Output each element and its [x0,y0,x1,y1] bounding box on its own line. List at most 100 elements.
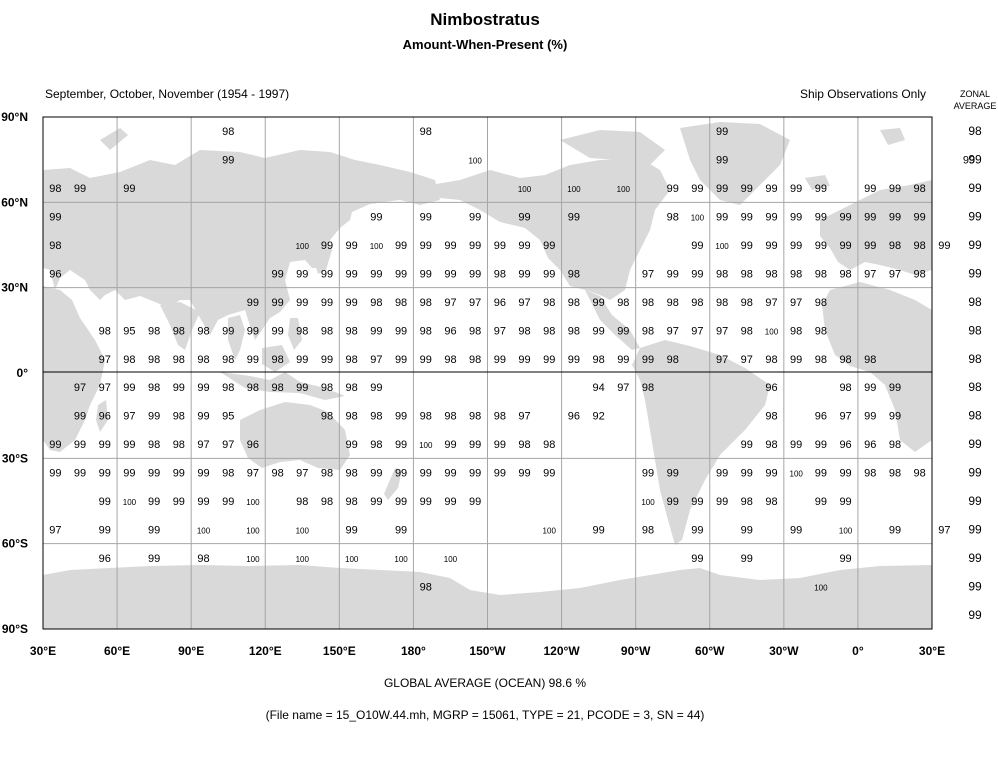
cell-value: 99 [790,439,802,451]
cell-value: 99 [889,382,901,394]
cell-value: 98 [642,325,654,337]
cell-value: 99 [741,183,753,195]
cell-value: 99 [741,553,753,565]
cell-value: 99 [815,240,827,252]
cell-value: 100 [765,327,779,336]
cell-value: 99 [593,297,605,309]
cell-value: 96 [568,411,580,423]
cell-value: 100 [543,526,557,535]
cell-value: 98 [593,354,605,366]
cell-value: 99 [247,297,259,309]
cell-value: 100 [246,555,260,564]
cell-value: 97 [716,354,728,366]
cell-value: 99 [839,240,851,252]
cell-value: 98 [395,297,407,309]
land-australia [240,402,350,470]
cell-value: 98 [716,297,728,309]
cell-value: 99 [765,183,777,195]
cell-value: 97 [642,268,654,280]
cell-value: 98 [716,268,728,280]
cell-value: 99 [642,354,654,366]
cell-value: 99 [321,297,333,309]
cell-value: 98 [420,126,432,138]
cell-value: 94 [593,382,605,394]
zonal-average-header: ZONAL AVERAGE [953,89,997,111]
land-africa-west [822,282,932,452]
zonal-average-value: 98 [968,295,982,309]
cell-value: 99 [148,411,160,423]
cell-value: 97 [296,468,308,480]
cell-value: 99 [765,212,777,224]
cell-value: 99 [395,354,407,366]
cell-value: 99 [716,496,728,508]
land-central-america [585,290,640,350]
cell-value: 98 [914,183,926,195]
longitude-label: 120°W [544,644,581,658]
cell-value: 96 [247,439,259,451]
cell-value: 97 [938,524,950,536]
cell-value: 99 [197,496,209,508]
cell-value: 98 [296,325,308,337]
cell-value: 99 [765,240,777,252]
cell-values: 98 98 99 99 100 99 99 98 99 98 99 99 98 99 99 100 100 100… [49,126,975,593]
cell-value: 99 [444,240,456,252]
land-japan [314,236,332,274]
cell-value: 99 [568,354,580,366]
cell-value: 98 [321,325,333,337]
land-north-america [430,158,670,300]
cell-value: 97 [469,297,481,309]
cell-value: 97 [617,382,629,394]
land-eurasia [43,150,440,340]
land-greenland [680,122,790,205]
longitude-label: 150°E [323,644,356,658]
cell-value: 100 [444,555,458,564]
cell-value: 98 [271,382,283,394]
cell-value: 99 [420,468,432,480]
cell-value: 99 [296,382,308,394]
cell-value: 99 [543,468,555,480]
cell-value: 99 [74,439,86,451]
zonal-average-value: 99 [968,579,982,593]
cell-value: 98 [839,382,851,394]
cell-value: 97 [99,354,111,366]
cell-value: 97 [889,268,901,280]
zonal-average-value: 99 [968,266,982,280]
longitude-label: 30°W [769,644,799,658]
latitude-label: 90°N [1,110,28,124]
cell-value: 99 [889,524,901,536]
cell-value: 98 [815,297,827,309]
cell-value: 98 [370,439,382,451]
cell-value: 100 [419,441,433,450]
cell-value: 99 [123,468,135,480]
cell-value: 99 [148,553,160,565]
cell-value: 99 [790,212,802,224]
cell-value: 99 [889,411,901,423]
zonal-average-value: 98 [968,124,982,138]
cell-value: 99 [370,212,382,224]
cell-value: 99 [321,354,333,366]
cell-value: 92 [593,411,605,423]
zonal-average-value: 99 [968,437,982,451]
cell-value: 99 [49,468,61,480]
observation-note: Ship Observations Only [799,87,926,101]
cell-value: 99 [197,382,209,394]
cell-value: 99 [667,268,679,280]
cell-value: 95 [222,411,234,423]
cell-value: 98 [173,354,185,366]
cell-value: 100 [246,526,260,535]
cell-value: 98 [49,240,61,252]
longitude-label: 90°W [621,644,651,658]
cell-value: 97 [765,297,777,309]
cell-value: 99 [815,212,827,224]
cell-value: 99 [543,268,555,280]
cell-value: 98 [222,126,234,138]
cell-value: 96 [49,268,61,280]
latitude-labels: 90°N 60°N 30°N 0° 30°S 60°S 90°S [1,110,28,636]
cell-value: 98 [173,325,185,337]
land-philippines [288,318,302,350]
cell-value: 99 [741,212,753,224]
cell-value: 99 [494,240,506,252]
zonal-average-value: 99 [968,551,982,565]
cell-value: 98 [247,382,259,394]
cell-value: 98 [765,496,777,508]
